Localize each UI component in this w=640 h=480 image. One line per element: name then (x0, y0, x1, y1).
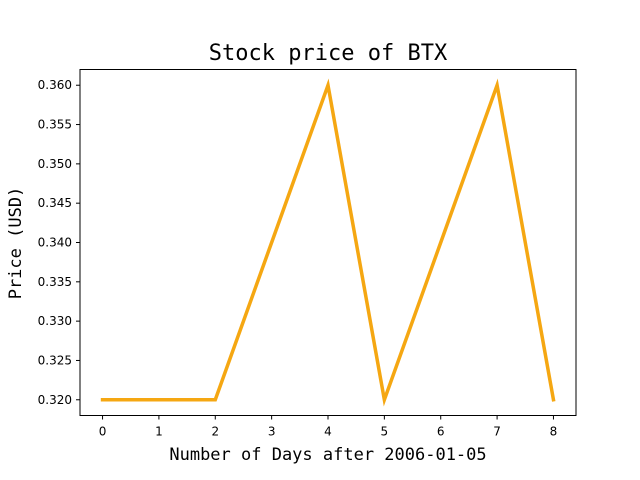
chart-title: Stock price of BTX (209, 41, 448, 66)
x-tick-label: 7 (493, 425, 501, 439)
x-tick-label: 3 (268, 425, 276, 439)
x-tick-label: 1 (155, 425, 163, 439)
x-tick-label: 8 (550, 425, 558, 439)
y-tick-label: 0.360 (38, 78, 72, 92)
y-axis: 0.320 0.325 0.330 0.335 0.340 0.345 0.350 0.355… (38, 78, 80, 407)
plot-area (79, 69, 577, 416)
series-layer (100, 78, 556, 407)
price-series-line (100, 78, 556, 407)
x-axis-label: Number of Days after 2006-01-05 (169, 445, 486, 465)
x-tick-label: 4 (324, 425, 332, 439)
y-tick-label: 0.345 (38, 196, 72, 210)
y-tick-label: 0.335 (38, 275, 72, 289)
y-tick-label: 0.330 (38, 314, 72, 328)
y-tick-label: 0.350 (38, 157, 72, 171)
y-tick-label: 0.355 (38, 118, 72, 132)
y-tick-label: 0.320 (38, 393, 72, 407)
x-tick-label: 6 (437, 425, 445, 439)
x-tick-label: 0 (99, 425, 107, 439)
x-tick-label: 2 (211, 425, 219, 439)
y-tick-label: 0.340 (38, 236, 72, 250)
y-tick-label: 0.325 (38, 353, 72, 367)
x-tick-label: 5 (381, 425, 389, 439)
y-axis-label: Price (USD) (6, 187, 26, 300)
x-axis: 0 1 2 3 4 5 6 7 8 (99, 415, 558, 439)
